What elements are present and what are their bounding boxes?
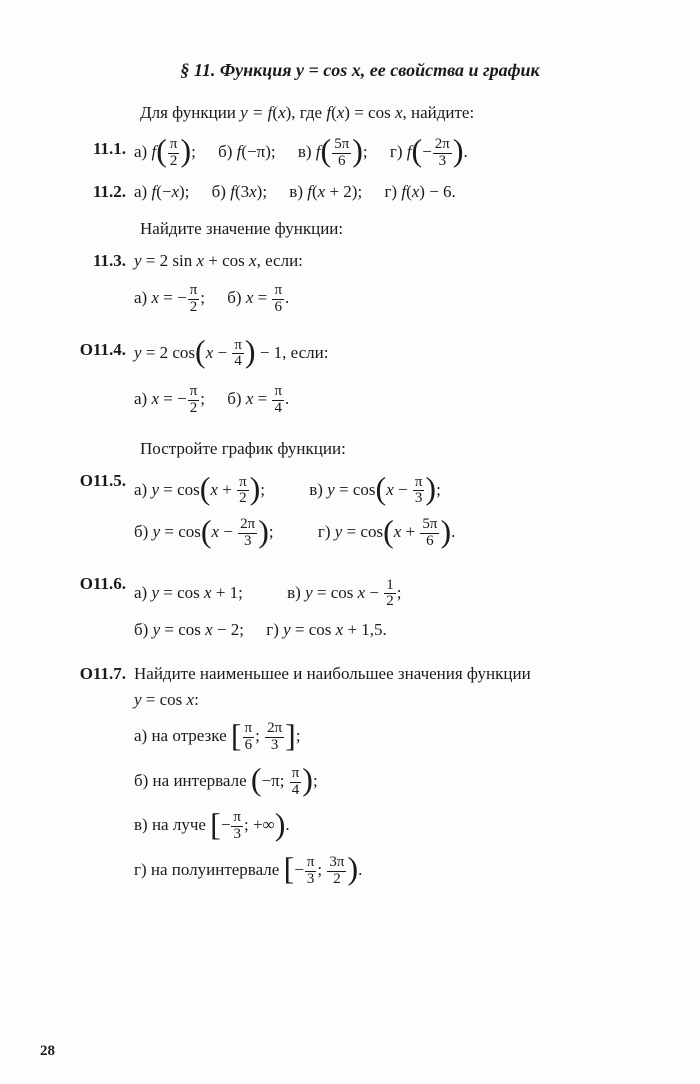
problem-number: 11.2.: [70, 180, 134, 204]
problem-11-7: О11.7. Найдите наименьшее и наибольшее з…: [70, 662, 650, 894]
problem-number: 11.3.: [70, 249, 134, 273]
problem-number: 11.1.: [70, 137, 134, 161]
problem-body: а) f(−x); б) f(3x); в) f(x + 2); г) f(x)…: [134, 180, 650, 204]
problem-body: а) f(π2); б) f(−π); в) f(5π6); г) f(−2π3…: [134, 137, 650, 170]
section-title: § 11. Функция y = cos x, ее свойства и г…: [70, 60, 650, 81]
subheading-1: Найдите значение функции:: [140, 219, 650, 239]
problem-body: y = 2 cos(x − π4) − 1, если: а) x = −π2;…: [134, 338, 650, 423]
problem-body: y = 2 sin x + cos x, если: а) x = −π2; б…: [134, 249, 650, 321]
problem-body: а) y = cos(x + π2); в) y = cos(x − π3); …: [134, 469, 650, 556]
problem-11-6: О11.6. а) y = cos x + 1; в) y = cos x − …: [70, 572, 650, 648]
problem-number: О11.5.: [70, 469, 134, 493]
page-number: 28: [40, 1043, 55, 1060]
problem-number: О11.4.: [70, 338, 134, 362]
problem-body: Найдите наименьшее и наибольшее значения…: [134, 662, 650, 894]
title-text: § 11. Функция y = cos x, ее свойства и г…: [180, 60, 539, 80]
problem-number: О11.7.: [70, 662, 134, 686]
subheading-2: Постройте график функции:: [140, 439, 650, 459]
problem-number: О11.6.: [70, 572, 134, 596]
page: § 11. Функция y = cos x, ее свойства и г…: [0, 0, 700, 1084]
problem-11-4: О11.4. y = 2 cos(x − π4) − 1, если: а) x…: [70, 338, 650, 423]
problem-11-5: О11.5. а) y = cos(x + π2); в) y = cos(x …: [70, 469, 650, 556]
problem-11-3: 11.3. y = 2 sin x + cos x, если: а) x = …: [70, 249, 650, 321]
problem-11-1: 11.1. а) f(π2); б) f(−π); в) f(5π6); г) …: [70, 137, 650, 170]
problem-11-2: 11.2. а) f(−x); б) f(3x); в) f(x + 2); г…: [70, 180, 650, 204]
intro-text: Для функции y = f(x), где f(x) = cos x, …: [140, 103, 650, 123]
problem-body: а) y = cos x + 1; в) y = cos x − 12; б) …: [134, 572, 650, 648]
